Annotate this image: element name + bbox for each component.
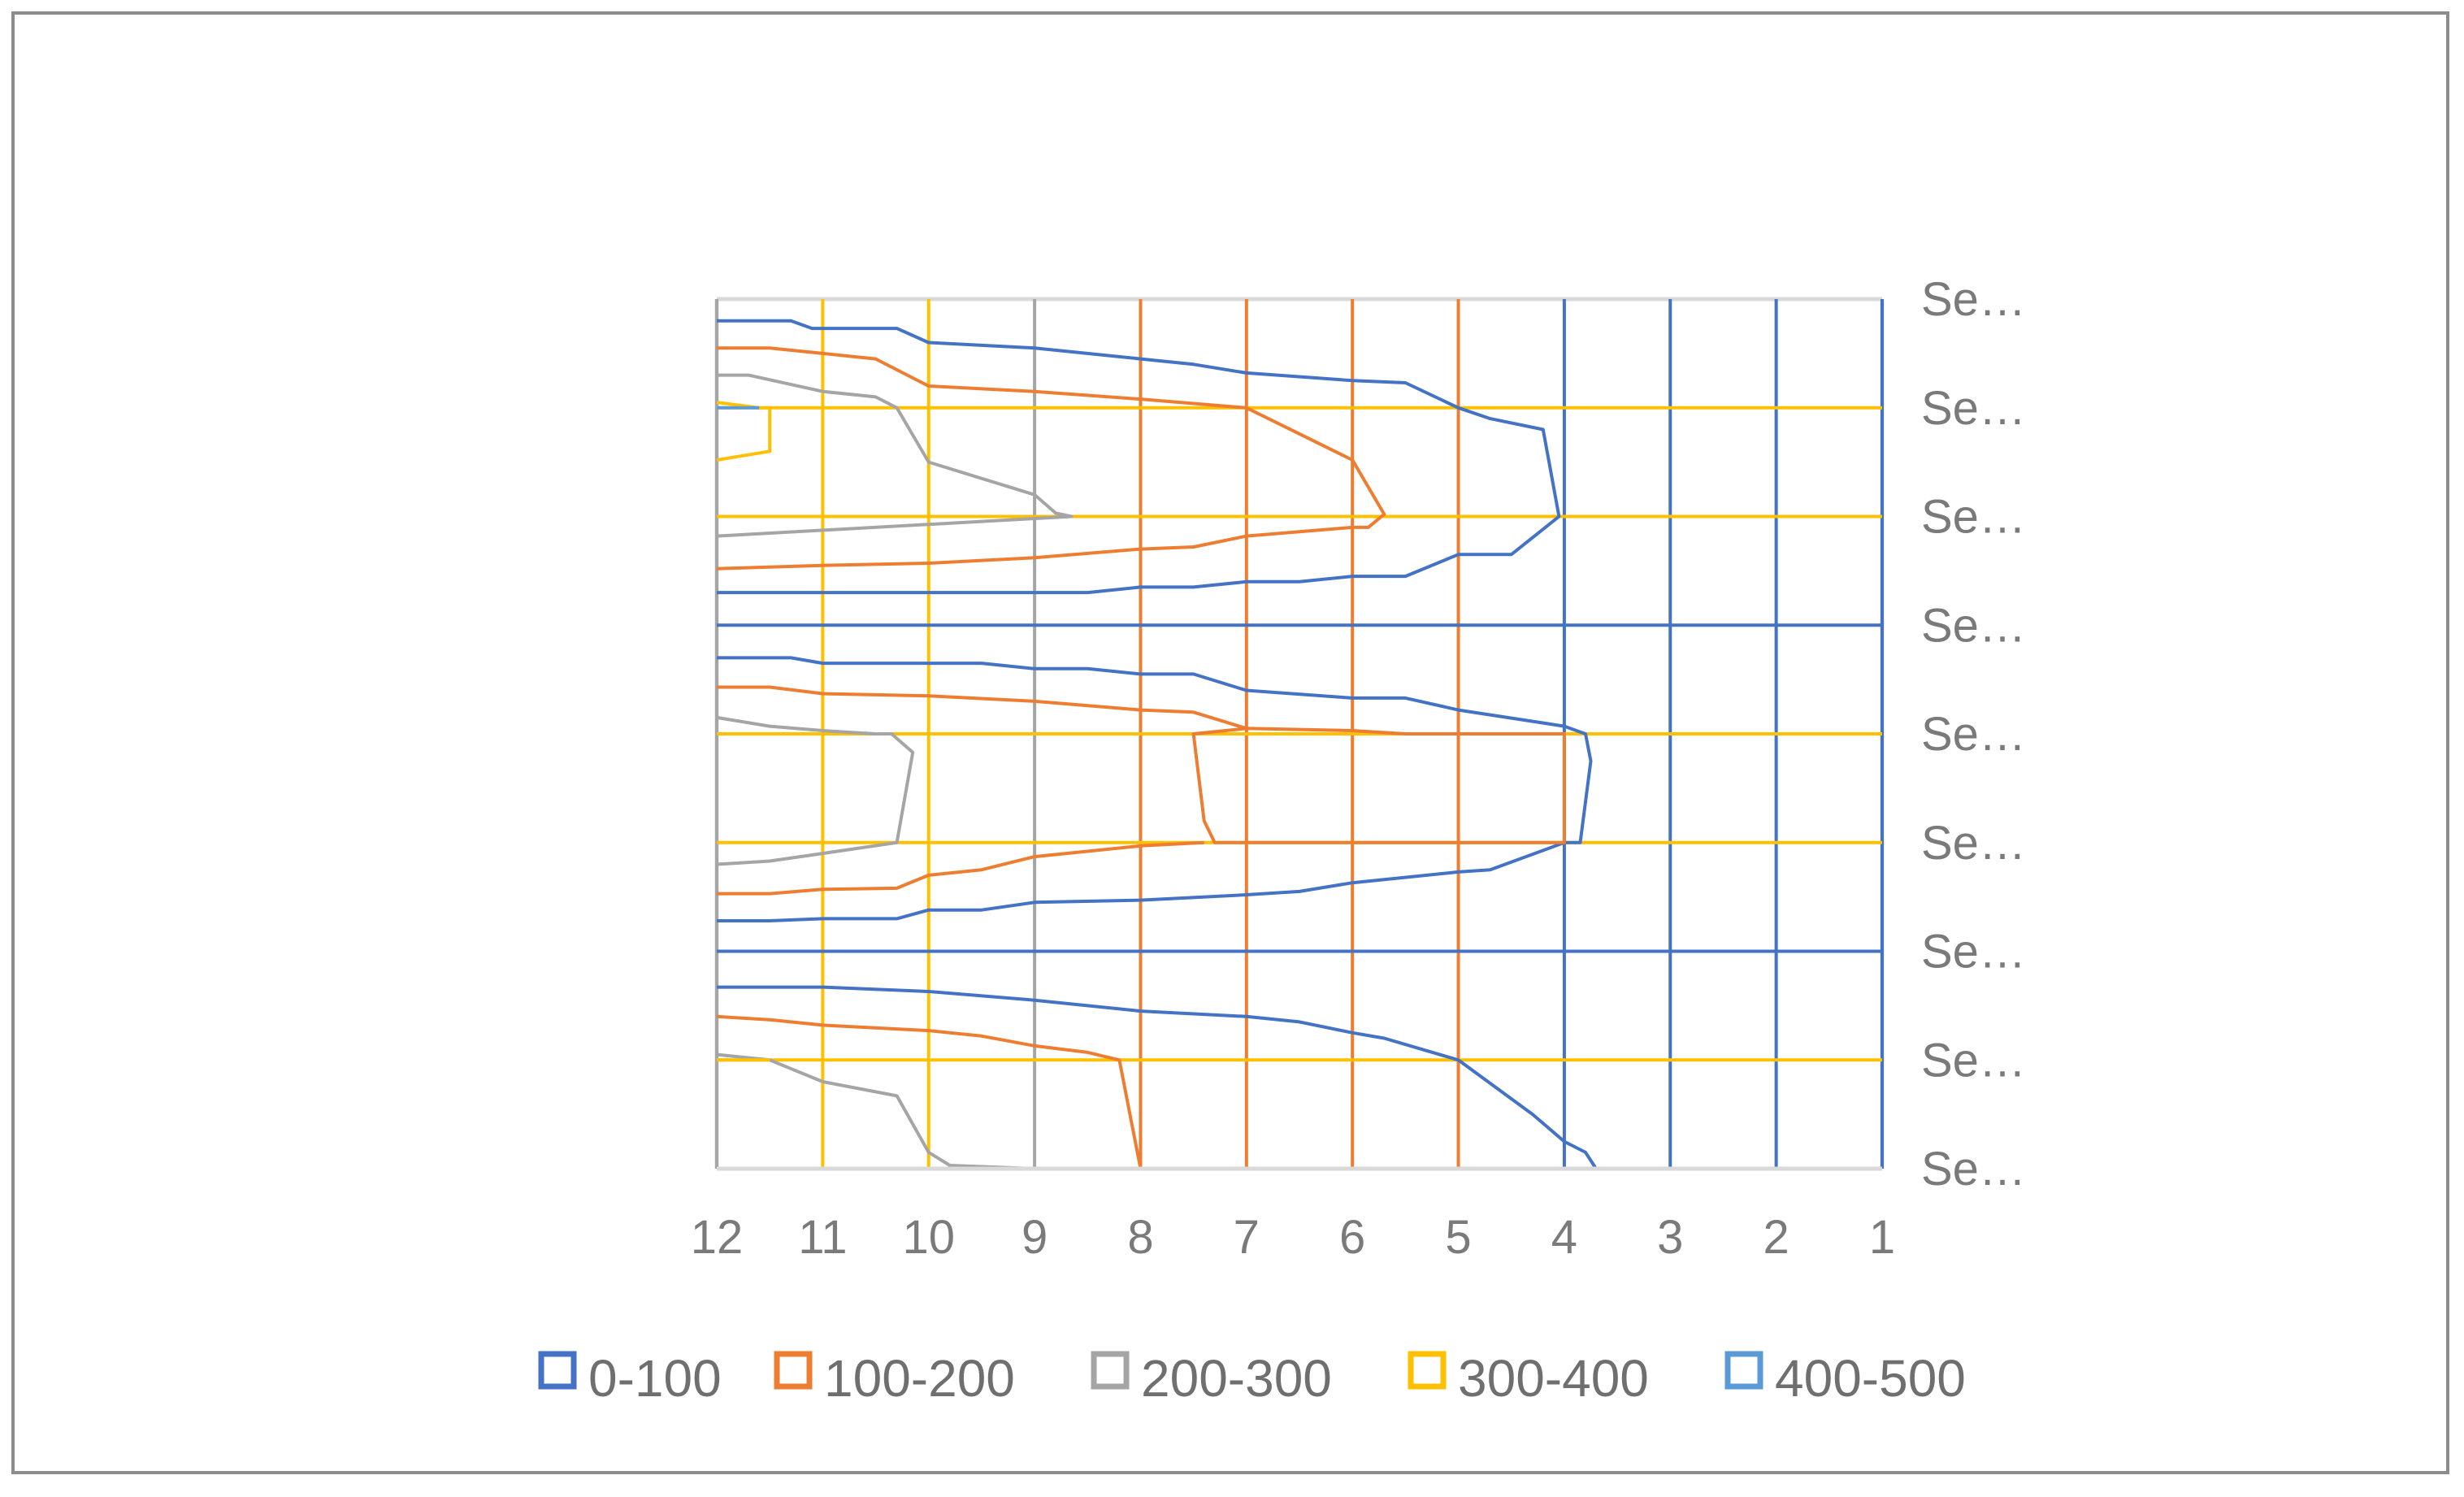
legend-swatch — [1091, 1351, 1130, 1390]
legend-swatch — [1408, 1351, 1447, 1390]
x-tick-label: 5 — [1445, 1211, 1471, 1264]
legend-swatch — [538, 1351, 577, 1390]
contour-line-100-200 — [717, 685, 1566, 844]
legend-entry-label: 400-500 — [1775, 1349, 1966, 1408]
x-tick-label: 7 — [1234, 1211, 1260, 1264]
series-tick-label: Se… — [1921, 491, 2026, 544]
contour-chart: 12 11 10 9 8 7 6 5 4 3 2 1 Se… Se… Se… Se… Se… Se… Se… Se… S… — [538, 273, 2026, 1408]
x-tick-label: 11 — [798, 1211, 847, 1264]
contour-line-0-100 — [717, 656, 1593, 922]
axes: 12 11 10 9 8 7 6 5 4 3 2 1 Se… Se… Se… Se… Se… Se… Se… Se… S… — [691, 273, 2026, 1264]
series-tick-label: Se… — [1921, 599, 2026, 652]
contour-line-100-200 — [716, 346, 1386, 571]
series-tick-label: Se… — [1921, 1034, 2026, 1087]
chart-frame: 12 11 10 9 8 7 6 5 4 3 2 1 Se… Se… Se… Se… Se… Se… Se… Se… S… — [11, 11, 2449, 1474]
x-tick-label: 8 — [1127, 1211, 1153, 1264]
x-tick-label: 12 — [691, 1211, 744, 1264]
series-tick-label: Se… — [1921, 708, 2026, 761]
series-tick-label: Se… — [1921, 382, 2026, 435]
contour-line-300-400 — [716, 401, 772, 462]
series-tick-label: Se… — [1921, 817, 2026, 870]
x-tick-label: 9 — [1022, 1211, 1048, 1264]
x-tick-label: 1 — [1869, 1211, 1895, 1264]
contour-line-100-200 — [717, 840, 1204, 896]
legend-entry-label: 100-200 — [824, 1349, 1015, 1408]
legend-swatch — [1724, 1351, 1763, 1390]
x-tick-label: 3 — [1657, 1211, 1683, 1264]
contour-line-100-200 — [716, 1014, 1564, 1170]
legend-swatch — [774, 1351, 813, 1390]
x-tick-label: 2 — [1763, 1211, 1789, 1264]
legend-entry-label: 300-400 — [1458, 1349, 1649, 1408]
legend-entry-label: 0-100 — [588, 1349, 722, 1408]
contour-line-200-300 — [716, 373, 1074, 538]
legend-entry-label: 200-300 — [1141, 1349, 1332, 1408]
contour-lines — [716, 319, 1882, 1170]
series-tick-label: Se… — [1921, 273, 2026, 326]
contour-line-200-300 — [716, 715, 915, 866]
x-tick-label: 10 — [902, 1211, 955, 1264]
series-tick-label: Se… — [1921, 926, 2026, 978]
contour-line-0-100 — [717, 319, 1561, 595]
series-tick-label: Se… — [1921, 1143, 2026, 1195]
x-tick-label: 4 — [1551, 1211, 1577, 1264]
contour-line-0-100 — [717, 985, 1882, 1170]
legend: 0-100 100-200 200-300 300-400 400-500 — [538, 1349, 1966, 1408]
x-tick-label: 6 — [1339, 1211, 1365, 1264]
